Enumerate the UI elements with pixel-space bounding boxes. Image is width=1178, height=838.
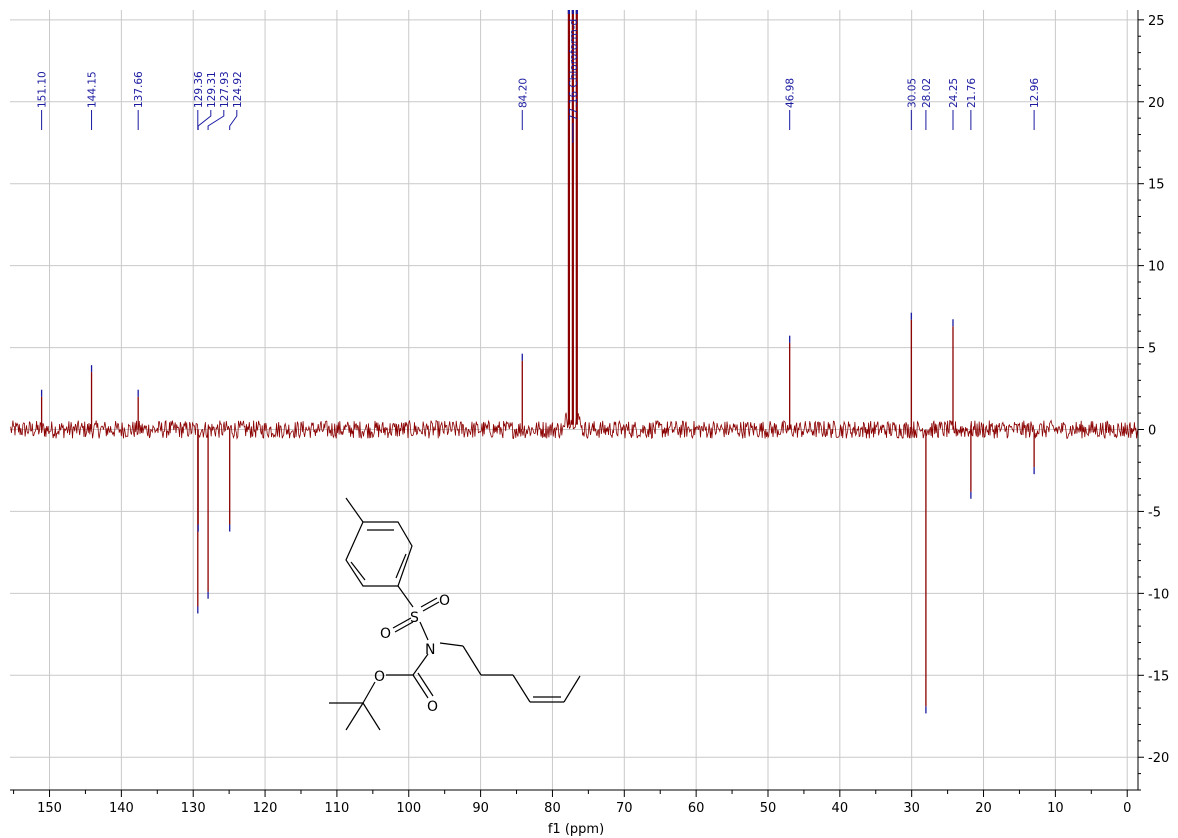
y-tick-label: 15 (1148, 178, 1165, 193)
bond (395, 553, 407, 579)
x-tick-label: 20 (975, 801, 992, 816)
bond (345, 497, 364, 523)
bond (412, 674, 429, 699)
bond (362, 681, 376, 704)
peak-label: 127.93 (219, 71, 231, 108)
spectrum-baseline (10, 412, 1138, 440)
x-tick-label: 50 (760, 801, 777, 816)
x-tick-label: 110 (324, 801, 349, 816)
y-tick-label: -10 (1148, 587, 1169, 602)
peak-label: 46.98 (785, 78, 797, 108)
y-tick-label: 0 (1148, 423, 1156, 438)
bond (394, 621, 414, 633)
x-tick-label: 0 (1123, 801, 1131, 816)
spectrum-trace (10, 10, 1138, 714)
bond (350, 561, 366, 581)
benzene-ring (345, 521, 413, 587)
bond (462, 645, 482, 676)
x-tick-label: 60 (688, 801, 705, 816)
bond (419, 621, 429, 641)
peak-label: 30.05 (906, 78, 918, 108)
peak-label: 84.20 (517, 78, 529, 108)
bond (345, 702, 364, 731)
peak-label-leader (229, 110, 238, 130)
x-tick-label: 140 (109, 801, 134, 816)
atom-label: N (425, 642, 435, 658)
bond (397, 585, 414, 608)
x-tick-label: 120 (253, 801, 278, 816)
peak-label: 28.02 (921, 78, 933, 108)
bond (412, 653, 429, 676)
peak-label: 137.66 (133, 71, 145, 108)
y-tick-label: 10 (1148, 260, 1165, 275)
axes: 150 140 130 120 110 100 90 80 70 60 50 40 30 20 10 0252… (10, 10, 1169, 816)
peak-label: 24.25 (948, 78, 960, 108)
peak-label: 129.31 (206, 71, 218, 108)
x-tick-label: 40 (832, 801, 849, 816)
bond (439, 642, 464, 647)
peak-label: 124.92 (232, 71, 244, 108)
y-tick-label: 5 (1148, 342, 1156, 357)
y-tick-label: -5 (1148, 505, 1161, 520)
peak-label: 129.36 (193, 71, 205, 108)
x-tick-label: 90 (472, 801, 489, 816)
y-tick-label: -20 (1148, 751, 1169, 766)
peak-label: 21.76 (966, 78, 978, 108)
atom-label: O (439, 593, 450, 609)
bond (422, 601, 440, 612)
x-axis-title: f1 (ppm) (548, 822, 604, 837)
bond (563, 675, 581, 703)
bond (417, 672, 434, 697)
grid-lines (10, 10, 1138, 790)
y-tick-label: -15 (1148, 669, 1169, 684)
x-tick-label: 30 (903, 801, 920, 816)
molecule-structure (329, 497, 581, 731)
x-tick-label: 80 (544, 801, 561, 816)
peak-label-leader (207, 110, 225, 130)
bond (420, 597, 438, 608)
peak-label: 144.15 (87, 71, 99, 108)
peak-labels: 151.10 144.15 137.66 129.36 129.31 127.93 124.… (37, 19, 1041, 143)
x-tick-label: 10 (1047, 801, 1064, 816)
atom-label: O (427, 699, 438, 715)
x-tick-label: 150 (37, 801, 62, 816)
peak-label: 77.16 Chloroform-d (568, 19, 580, 121)
peak-label: 151.10 (37, 71, 49, 108)
bond (362, 702, 381, 731)
bond (512, 674, 531, 703)
peak-label-leader (197, 110, 212, 130)
atom-label: O (374, 669, 385, 685)
atom-label: S (410, 610, 419, 626)
y-tick-label: 25 (1148, 14, 1165, 29)
y-tick-label: 20 (1148, 96, 1165, 111)
bond (392, 617, 412, 629)
x-tick-label: 130 (181, 801, 206, 816)
x-tick-label: 100 (396, 801, 421, 816)
atom-label: O (380, 626, 391, 642)
x-tick-label: 70 (616, 801, 633, 816)
molecule-atom-labels: S O O N O O (374, 593, 450, 715)
peak-label: 12.96 (1029, 78, 1041, 108)
